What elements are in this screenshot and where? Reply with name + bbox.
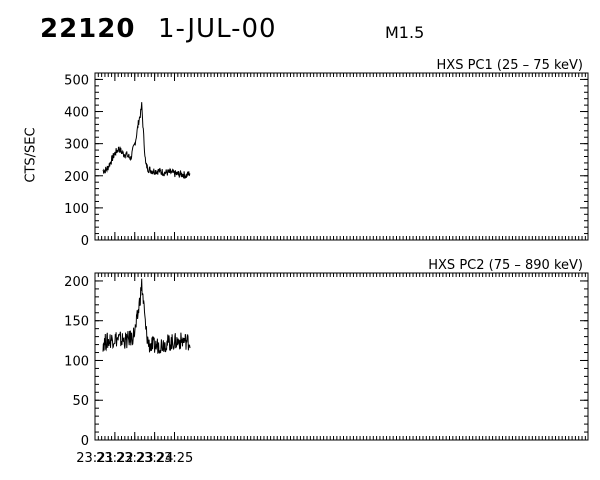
panel2-series-line [102,278,191,354]
event-date: 1-JUL-00 [158,14,277,44]
panel1-ytick-label: 400 [64,106,89,121]
xtick-label: 23:24 [136,451,173,466]
panel1-ytick-label: 200 [64,170,89,185]
panel2-ytick-label: 0 [81,434,89,449]
panel1-frame [94,72,589,241]
xtick-label: 23:21 [76,451,113,466]
panel1-title: HXS PC1 (25 – 75 keV) [436,58,583,73]
xtick-label: 23:23 [116,451,153,466]
panel2-ytick-label: 100 [64,354,89,369]
panel1-ytick-label: 500 [64,73,89,88]
panel1-ytick-label: 0 [81,234,89,249]
panel1-series-line [102,102,191,179]
panel2-ytick-label: 50 [72,394,89,409]
panel2-ytick-label: 200 [64,275,89,290]
panel1-ytick-label: 100 [64,202,89,217]
panel2-ytick-label: 150 [64,315,89,330]
panel2-title: HXS PC2 (75 – 890 keV) [428,258,583,273]
flare-class: M1.5 [385,23,425,42]
event-id: 22120 [40,14,136,44]
panel2-frame [94,272,589,441]
panel1-ytick-label: 300 [64,138,89,153]
xtick-label: 23:22 [96,451,133,466]
xtick-label: 23:25 [156,451,193,466]
